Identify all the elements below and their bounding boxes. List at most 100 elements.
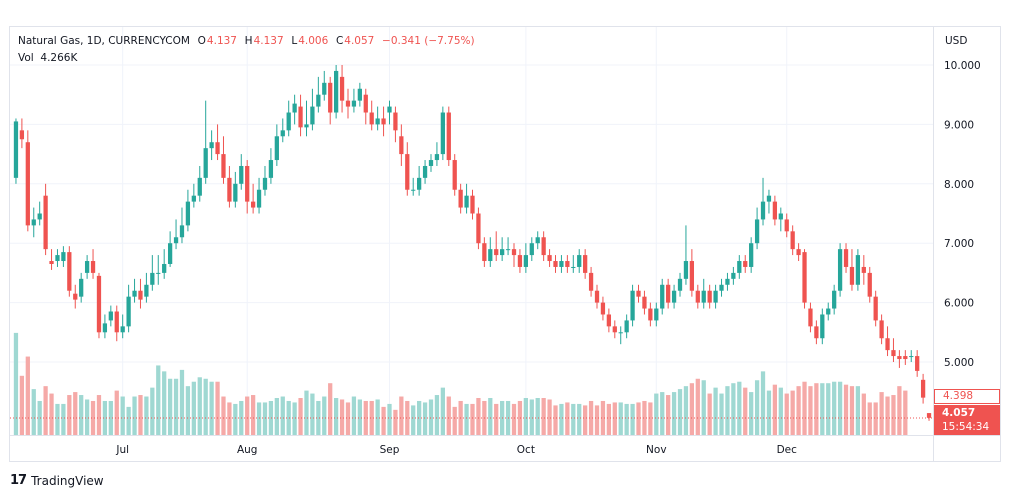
volume-bar — [725, 386, 730, 435]
volume-bar — [150, 387, 155, 435]
close-value: 4.057 — [344, 35, 375, 47]
candle-body — [482, 243, 487, 262]
volume-bar — [292, 402, 297, 435]
candle-body — [328, 82, 333, 113]
candle-body — [322, 82, 327, 95]
volume-value: 4.266K — [40, 52, 78, 64]
volume-bar — [440, 387, 445, 435]
candle-body — [233, 183, 238, 202]
volume-bar — [849, 386, 855, 435]
volume-bar — [37, 400, 42, 435]
volume-bar — [167, 378, 173, 435]
candle-body — [191, 195, 196, 202]
candle-body — [749, 243, 754, 267]
volume-bar — [138, 395, 143, 435]
x-tick-label: Oct — [517, 444, 535, 456]
volume-bar — [832, 381, 837, 435]
candle-body — [660, 284, 665, 309]
candle-body — [719, 284, 724, 291]
volume-bar — [108, 400, 113, 435]
volume-bar — [120, 396, 125, 435]
volume-bar — [428, 399, 434, 435]
open-value: 4.137 — [206, 35, 237, 47]
volume-bar — [654, 393, 659, 435]
volume-bars — [13, 332, 914, 436]
candle-body — [796, 249, 801, 256]
candle-body — [500, 249, 505, 256]
candle-body — [132, 290, 137, 297]
symbol-label[interactable]: Natural Gas, 1D, CURRENCYCOM — [18, 35, 190, 47]
volume-bar — [707, 393, 712, 435]
candle-body — [885, 338, 890, 351]
volume-bar — [903, 390, 908, 435]
volume-bar — [648, 402, 653, 435]
volume-bar — [126, 406, 131, 435]
volume-bar — [719, 393, 724, 435]
volume-bar — [660, 392, 665, 435]
tradingview-logo-icon: 17 — [10, 473, 27, 488]
candle-body — [286, 112, 291, 131]
candle-body — [298, 106, 303, 128]
volume-bar — [523, 398, 528, 435]
candle-body — [571, 266, 576, 268]
volume-bar — [476, 398, 481, 435]
candle-body — [820, 314, 825, 339]
x-tick-label: Dec — [777, 444, 798, 456]
volume-bar — [274, 398, 279, 435]
candle-body — [802, 252, 807, 303]
candle-body — [612, 326, 617, 333]
volume-bar — [713, 387, 718, 435]
candle-body — [446, 112, 451, 161]
candle-body — [417, 177, 422, 190]
volume-bar — [375, 399, 380, 435]
candle-body — [256, 189, 262, 208]
volume-bar — [677, 389, 683, 435]
candle-body — [814, 326, 819, 339]
candle-body — [280, 130, 285, 137]
tradingview-brand[interactable]: 17 TradingView — [10, 473, 104, 488]
candle-body — [754, 219, 760, 244]
volume-bar — [784, 393, 789, 435]
volume-bar — [215, 381, 220, 435]
candle-body — [138, 290, 143, 300]
candle-body — [909, 356, 914, 358]
volume-label: Vol — [18, 52, 34, 64]
candle-body — [369, 112, 374, 125]
candle-body — [268, 160, 274, 178]
volume-bar — [156, 365, 161, 435]
volume-bar — [114, 390, 119, 435]
volume-legend: Vol 4.266K — [18, 52, 77, 64]
axes: 5.000 6.000 7.000 8.000 9.000 10.000 Jul Aug Sep… — [10, 27, 1000, 461]
candle-body — [375, 118, 380, 125]
volume-bar — [399, 396, 404, 435]
volume-bar — [13, 332, 19, 435]
candle-body — [399, 136, 404, 155]
candle-body — [915, 356, 920, 371]
volume-bar — [179, 369, 185, 435]
volume-bar — [422, 402, 428, 435]
x-tick-label: Sep — [380, 444, 400, 456]
chart-frame — [9, 26, 1001, 462]
volume-bar — [511, 403, 517, 435]
volume-bar — [185, 386, 191, 435]
candle-body — [843, 249, 849, 267]
candle-body — [179, 225, 185, 238]
candle-body — [790, 231, 795, 250]
currency-label[interactable]: USD — [945, 35, 968, 47]
volume-bar — [162, 371, 167, 435]
candle-body — [588, 272, 594, 291]
candle-body — [316, 94, 321, 107]
volume-bar — [683, 386, 689, 435]
volume-bar — [642, 400, 647, 435]
volume-bar — [778, 387, 783, 435]
candle-body — [37, 213, 42, 220]
candle-body — [808, 308, 813, 327]
brand-name: TradingView — [31, 473, 104, 488]
volume-bar — [488, 398, 493, 435]
candle-body — [150, 272, 155, 285]
candle-body — [636, 290, 641, 297]
candle-body — [245, 165, 250, 202]
candle-body — [79, 278, 84, 297]
volume-bar — [517, 400, 523, 435]
